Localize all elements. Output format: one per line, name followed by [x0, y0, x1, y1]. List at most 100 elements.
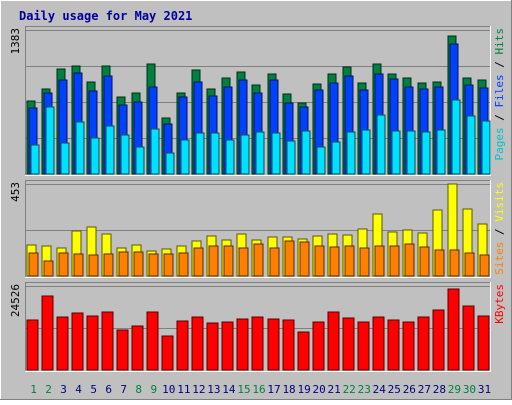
panel-visits-legend: Sites / Visits — [493, 182, 506, 275]
bar-pages-day-24 — [376, 114, 386, 175]
bar-sites-day-16 — [253, 243, 264, 277]
bar-sites-day-11 — [178, 252, 189, 277]
bar-pages-day-20 — [316, 146, 326, 175]
bar-pages-day-29 — [451, 99, 461, 175]
bar-kbytes-day-8 — [131, 325, 144, 371]
day-label-30: 30 — [463, 383, 476, 396]
bar-pages-day-15 — [240, 134, 250, 175]
bar-kbytes-day-29 — [447, 288, 460, 371]
bar-sites-day-31 — [479, 254, 490, 277]
bar-pages-day-14 — [225, 139, 235, 175]
bar-kbytes-day-27 — [417, 316, 430, 371]
day-label-12: 12 — [192, 383, 205, 396]
bar-pages-day-7 — [120, 134, 130, 175]
bar-sites-day-26 — [404, 243, 415, 277]
bar-pages-day-8 — [135, 146, 145, 175]
series-sites — [28, 240, 490, 277]
bar-pages-day-21 — [331, 141, 341, 175]
day-label-11: 11 — [177, 383, 190, 396]
panel-hits-legend: Pages / Files / Hits — [493, 28, 506, 161]
bar-sites-day-23 — [359, 247, 370, 277]
legend-sites: Sites — [493, 242, 506, 275]
bar-kbytes-day-6 — [101, 311, 114, 371]
panel-kbytes-ymax-label: 24526 — [9, 284, 22, 317]
bar-sites-day-24 — [374, 245, 385, 277]
bar-pages-day-4 — [75, 121, 85, 175]
series-kbytes — [26, 288, 490, 371]
bar-pages-day-9 — [150, 128, 160, 175]
bar-sites-day-28 — [434, 249, 445, 277]
legend-separator: / — [493, 108, 506, 128]
legend-separator: / — [493, 222, 506, 242]
bar-pages-day-10 — [165, 152, 175, 175]
day-label-29: 29 — [448, 383, 461, 396]
panel-visits: 453 Sites / Visits — [9, 180, 506, 278]
panel-hits: 1383 Pages / Files / Hits — [9, 26, 506, 176]
bar-sites-day-2 — [43, 260, 54, 277]
bar-pages-day-11 — [180, 139, 190, 175]
legend-pages: Pages — [493, 127, 506, 160]
bar-kbytes-day-22 — [342, 317, 355, 371]
bar-pages-day-26 — [406, 130, 416, 175]
bar-sites-day-12 — [193, 247, 204, 277]
bar-sites-day-15 — [238, 247, 249, 277]
bar-kbytes-day-12 — [191, 316, 204, 371]
bar-kbytes-day-25 — [387, 319, 400, 371]
bar-kbytes-day-3 — [56, 316, 69, 371]
day-label-18: 18 — [282, 383, 295, 396]
bar-kbytes-day-26 — [402, 321, 415, 371]
bar-kbytes-day-14 — [221, 321, 234, 371]
bar-pages-day-25 — [391, 130, 401, 175]
bar-sites-day-25 — [389, 245, 400, 277]
bar-kbytes-day-10 — [161, 335, 174, 371]
day-label-13: 13 — [207, 383, 220, 396]
bar-kbytes-day-9 — [146, 311, 159, 371]
bar-kbytes-day-30 — [462, 305, 475, 371]
bar-sites-day-17 — [269, 247, 280, 277]
bar-kbytes-day-28 — [432, 309, 445, 371]
bar-pages-day-12 — [195, 132, 205, 175]
bar-sites-day-9 — [148, 253, 159, 277]
panel-hits-ymax-label: 1383 — [9, 28, 22, 55]
bar-kbytes-day-13 — [206, 322, 219, 371]
bar-sites-day-27 — [419, 246, 430, 277]
day-label-28: 28 — [433, 383, 446, 396]
bar-sites-day-1 — [28, 252, 39, 277]
bar-kbytes-day-5 — [86, 315, 99, 371]
bar-sites-day-8 — [133, 251, 144, 277]
day-labels: 1 2 3 4 5 6 7 8 9 10 11 12 13 14 15 16 17 18 19 20 21 22 23 24 2… — [30, 383, 491, 396]
bar-kbytes-day-21 — [327, 311, 340, 371]
bar-pages-day-27 — [421, 131, 431, 175]
bar-kbytes-day-17 — [267, 318, 280, 371]
day-label-27: 27 — [418, 383, 431, 396]
bar-sites-day-29 — [449, 249, 460, 277]
bar-kbytes-day-24 — [372, 316, 385, 371]
day-label-6: 6 — [105, 383, 112, 396]
bar-kbytes-day-18 — [282, 319, 295, 371]
day-label-25: 25 — [388, 383, 401, 396]
bar-sites-day-20 — [314, 245, 325, 277]
bar-sites-day-18 — [284, 240, 295, 277]
bar-kbytes-day-16 — [251, 316, 264, 371]
legend-visits: Visits — [493, 182, 506, 222]
panel-kbytes: 24526 KBytes — [9, 282, 506, 372]
bar-kbytes-day-20 — [312, 321, 325, 371]
bar-pages-day-6 — [105, 125, 115, 175]
bar-pages-day-1 — [30, 144, 40, 175]
chart-panels: 1383 Pages / Files / Hits 453 Sites / Visit… — [9, 26, 506, 372]
bar-sites-day-19 — [299, 241, 310, 277]
bar-pages-day-17 — [271, 132, 281, 175]
bar-pages-day-18 — [286, 140, 296, 175]
bar-sites-day-21 — [329, 246, 340, 277]
panel-kbytes-legend: KBytes — [493, 284, 506, 324]
bar-pages-day-23 — [361, 129, 371, 175]
legend-hits: Hits — [493, 28, 506, 55]
bar-kbytes-day-31 — [477, 315, 490, 371]
bar-sites-day-22 — [344, 245, 355, 277]
day-label-2: 2 — [45, 383, 52, 396]
bar-pages-day-19 — [301, 130, 311, 175]
day-label-3: 3 — [60, 383, 67, 396]
bar-kbytes-day-2 — [41, 295, 54, 371]
bar-pages-day-2 — [45, 106, 55, 175]
